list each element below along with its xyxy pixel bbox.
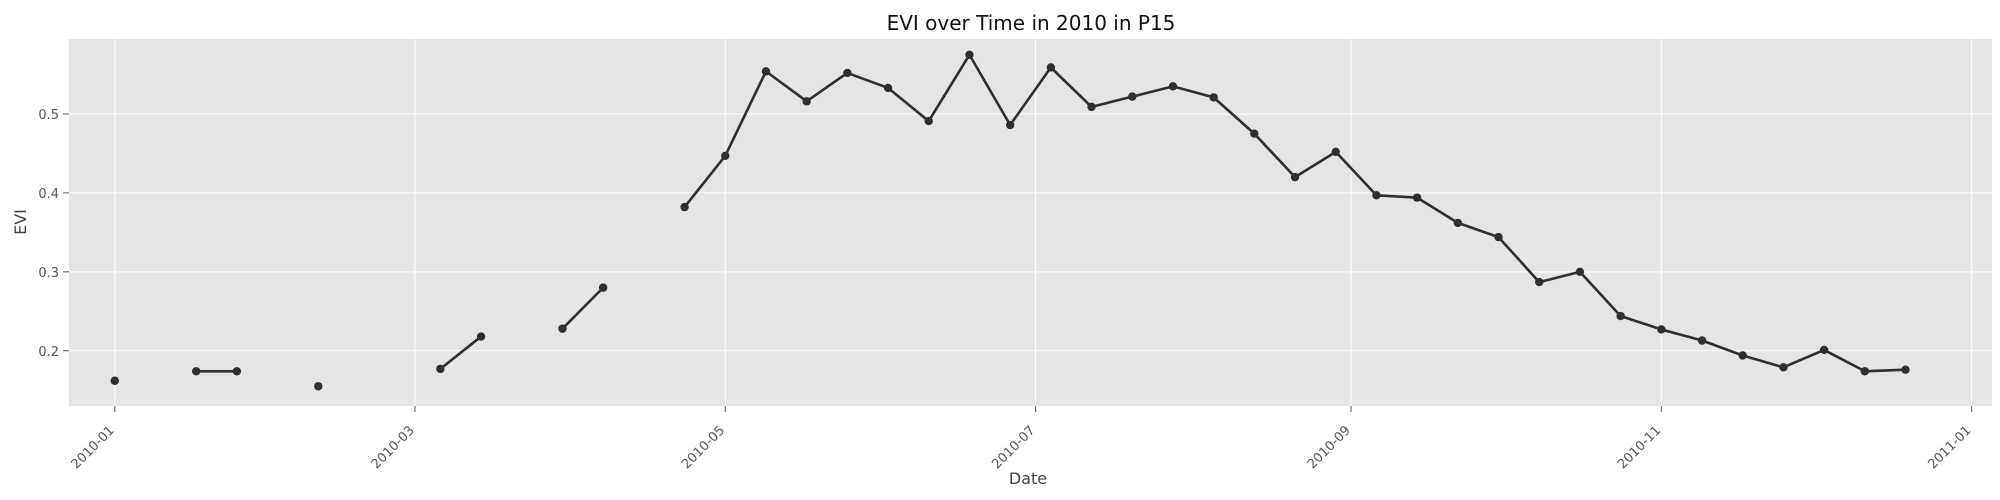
points-layer bbox=[110, 50, 1910, 391]
data-point bbox=[314, 382, 323, 391]
x-tick-label: 2011-01 bbox=[1925, 423, 1974, 472]
y-tick-label: 0.2 bbox=[38, 345, 59, 360]
data-point bbox=[1250, 129, 1259, 138]
data-point bbox=[843, 68, 852, 78]
data-point bbox=[436, 364, 445, 374]
data-point bbox=[1209, 93, 1218, 102]
x-tick-label: 2010-05 bbox=[679, 423, 728, 472]
x-tick-label: 2010-11 bbox=[1615, 423, 1664, 472]
data-point bbox=[802, 97, 811, 106]
y-tick-label: 0.4 bbox=[38, 187, 59, 202]
data-point bbox=[1616, 311, 1625, 321]
data-point bbox=[1901, 365, 1910, 374]
y-tick-label: 0.3 bbox=[38, 266, 59, 281]
data-point bbox=[1168, 82, 1178, 91]
data-point bbox=[1779, 363, 1788, 372]
data-point bbox=[476, 332, 486, 341]
data-point bbox=[191, 367, 201, 376]
grid-lines bbox=[69, 39, 1992, 406]
data-point bbox=[1372, 191, 1381, 200]
data-point bbox=[232, 367, 242, 376]
x-tick-label: 2010-01 bbox=[69, 423, 118, 472]
data-point bbox=[1046, 63, 1056, 72]
data-point bbox=[1738, 351, 1747, 360]
data-point bbox=[1453, 218, 1463, 228]
data-point bbox=[1575, 267, 1585, 277]
series-line-segment bbox=[439, 335, 483, 371]
data-point bbox=[761, 67, 771, 76]
series-line-segment bbox=[561, 286, 605, 330]
x-axis-ticks: 2010-01 2010-03 2010-05 2010-07 2010-09 2010-… bbox=[69, 406, 1974, 472]
data-point bbox=[883, 83, 893, 93]
plot-background bbox=[69, 39, 1992, 406]
data-point bbox=[110, 376, 119, 385]
y-axis-label: EVI bbox=[11, 209, 30, 235]
data-point bbox=[924, 116, 933, 126]
data-point bbox=[1331, 147, 1340, 157]
data-point bbox=[1535, 277, 1544, 287]
y-axis-ticks: 0.2 0.3 0.4 0.5 bbox=[38, 108, 69, 360]
x-tick-label: 2010-09 bbox=[1305, 423, 1354, 472]
data-point bbox=[1290, 172, 1300, 182]
data-point bbox=[1819, 345, 1829, 355]
x-tick-label: 2010-07 bbox=[989, 423, 1038, 472]
data-point bbox=[558, 324, 567, 333]
chart-title: EVI over Time in 2010 in P15 bbox=[887, 11, 1176, 35]
data-point bbox=[1494, 232, 1503, 242]
data-point bbox=[1697, 336, 1707, 345]
data-point bbox=[1860, 367, 1870, 376]
data-point bbox=[721, 151, 730, 161]
data-point bbox=[680, 202, 689, 212]
x-tick-label: 2010-03 bbox=[369, 423, 418, 472]
x-axis-label: Date bbox=[1009, 469, 1047, 488]
data-point bbox=[598, 283, 608, 292]
data-point bbox=[965, 50, 974, 59]
data-point bbox=[1087, 102, 1096, 112]
data-point bbox=[1412, 193, 1422, 202]
data-point bbox=[1128, 92, 1137, 101]
data-point bbox=[1005, 120, 1015, 130]
y-tick-label: 0.5 bbox=[38, 108, 59, 123]
data-point bbox=[1657, 325, 1666, 334]
